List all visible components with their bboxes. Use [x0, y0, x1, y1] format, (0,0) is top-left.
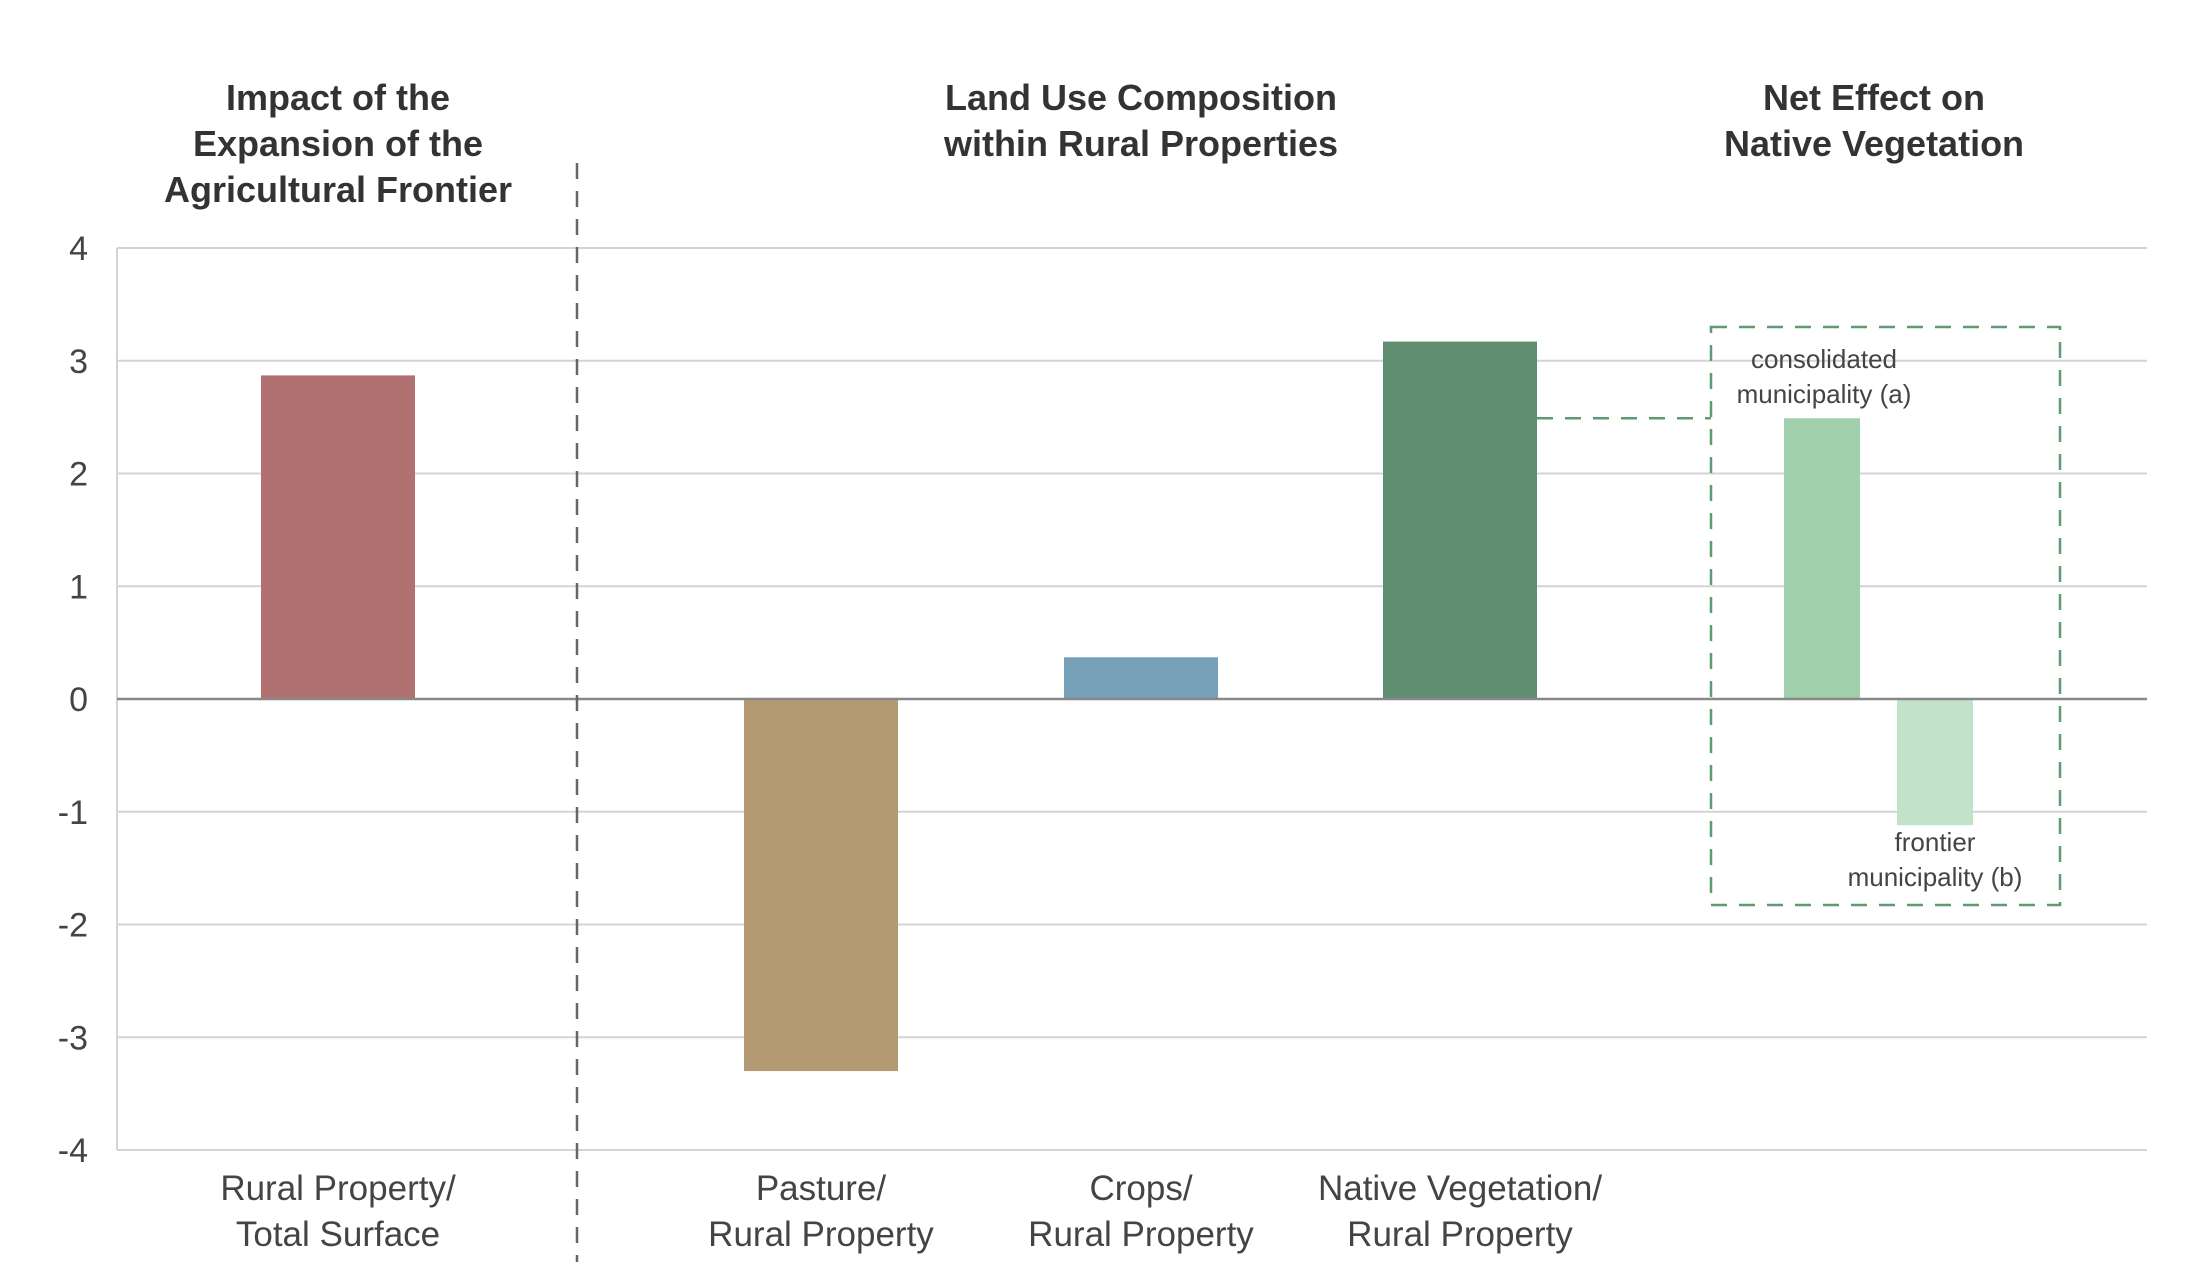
x-category-label-line: Rural Property: [1347, 1215, 1573, 1254]
annotation-consolidated-municipality: consolidated municipality (a): [1737, 344, 1912, 409]
section-title-land-use-line: within Rural Properties: [943, 123, 1338, 164]
x-category-label-line: Total Surface: [236, 1215, 440, 1254]
y-tick-label: 3: [69, 343, 88, 381]
y-tick-label: -3: [58, 1019, 88, 1057]
overlays: [117, 163, 2147, 1262]
section-title-net-effect: Net Effect on Native Vegetation: [1724, 77, 2024, 164]
annotation-frontier-municipality-line: frontier: [1895, 827, 1976, 857]
x-category-label-line: Pasture/: [756, 1169, 887, 1208]
section-title-net-effect-line: Net Effect on: [1763, 77, 1985, 118]
x-category-label: Rural Property/Total Surface: [220, 1169, 456, 1254]
x-category-label: Native Vegetation/Rural Property: [1318, 1169, 1602, 1254]
x-category-label-line: Rural Property/: [220, 1169, 456, 1208]
y-tick-label: 1: [69, 568, 88, 606]
bar-native-vegetation: [1383, 341, 1537, 699]
annotation-frontier-municipality-line: municipality (b): [1848, 862, 2023, 892]
section-title-impact-line: Impact of the: [226, 77, 450, 118]
section-title-net-effect-line: Native Vegetation: [1724, 123, 2024, 164]
y-tick-label: -1: [58, 794, 88, 832]
annotation-consolidated-municipality-line: municipality (a): [1737, 379, 1912, 409]
x-category-label-line: Rural Property: [708, 1215, 934, 1254]
grid-lines: [116, 247, 2147, 1151]
x-category-label: Crops/Rural Property: [1028, 1169, 1254, 1254]
bar-frontier-municipality: [1897, 699, 1973, 826]
bar-rural-property: [261, 375, 415, 699]
bar-crops: [1064, 657, 1218, 699]
y-tick-label: 2: [69, 456, 88, 494]
y-tick-label: 4: [69, 230, 88, 268]
y-axis-ticks: 4 3 2 1 0 -1 -2 -3 -4: [58, 230, 88, 1170]
x-category-label-line: Native Vegetation/: [1318, 1169, 1602, 1208]
section-title-land-use-line: Land Use Composition: [945, 77, 1337, 118]
y-tick-label: 0: [69, 681, 88, 719]
annotation-frontier-municipality: frontier municipality (b): [1848, 827, 2023, 892]
y-tick-label: -4: [58, 1132, 88, 1170]
section-title-impact-line: Agricultural Frontier: [164, 169, 512, 210]
annotation-consolidated-municipality-line: consolidated: [1751, 344, 1897, 374]
x-category-label-line: Crops/: [1089, 1169, 1192, 1208]
section-title-impact-line: Expansion of the: [193, 123, 483, 164]
net-effect-box: [1709, 325, 2062, 907]
bar-pasture: [744, 699, 898, 1072]
x-category-label-line: Rural Property: [1028, 1215, 1254, 1254]
labels: Impact of the Expansion of the Agricultura…: [164, 77, 2024, 1254]
section-title-land-use: Land Use Composition within Rural Propert…: [943, 77, 1338, 164]
section-title-impact: Impact of the Expansion of the Agricultura…: [164, 77, 512, 210]
bar-consolidated-municipality: [1784, 418, 1860, 699]
y-tick-label: -2: [58, 907, 88, 945]
x-category-label: Pasture/Rural Property: [708, 1169, 934, 1254]
bars: [261, 341, 1973, 1072]
